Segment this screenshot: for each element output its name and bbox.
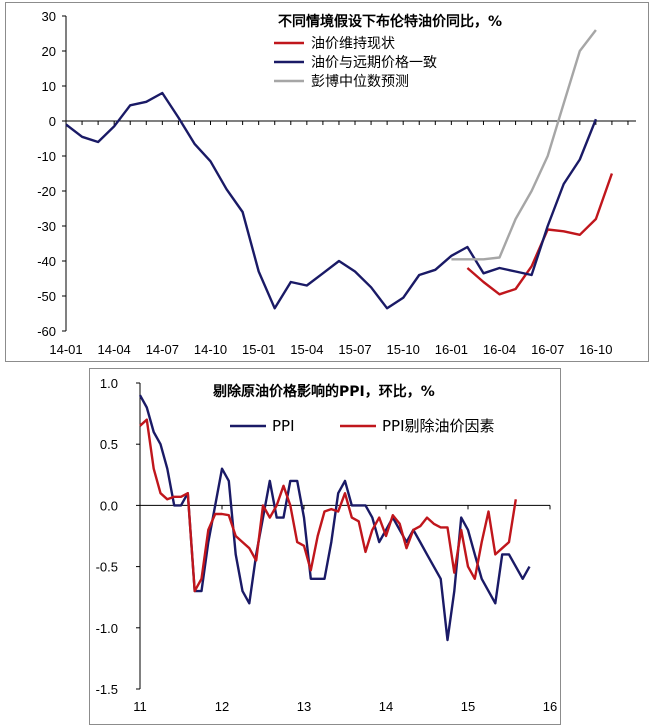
legend-label-1: PPI xyxy=(272,417,295,435)
x-tick-label: 14-01 xyxy=(49,342,82,357)
x-tick-label: 12 xyxy=(215,699,229,714)
x-tick-label: 15 xyxy=(461,699,475,714)
x-tick-label: 14-07 xyxy=(146,342,179,357)
chart-panel-oil-price: 30 20 10 0 -10 -20 -30 -40 -50 -60 14-01 14-04 14-07… xyxy=(5,2,649,362)
x-tick-label: 16-01 xyxy=(435,342,468,357)
x-tick-label: 16-07 xyxy=(531,342,564,357)
y-tick-label: 1.0 xyxy=(100,376,118,391)
y-tick-label: -1.0 xyxy=(96,621,118,636)
y-tick-label: -1.5 xyxy=(96,682,118,697)
x-tick-label: 14 xyxy=(379,699,393,714)
y-tick-label: -30 xyxy=(37,219,56,234)
y-tick-label: 0 xyxy=(49,114,56,129)
legend-label-1: 油价维持现状 xyxy=(311,36,395,52)
x-tick-label: 11 xyxy=(133,699,147,714)
legend-label-2: 油价与远期价格一致 xyxy=(311,55,437,71)
legend-label-2: PPI剔除油价因素 xyxy=(382,417,495,435)
y-tick-label: -60 xyxy=(37,324,56,339)
series-line-1 xyxy=(138,394,531,642)
series-line-3 xyxy=(451,29,597,261)
y-tick-label: 0.0 xyxy=(100,498,118,513)
x-tick-label: 15-07 xyxy=(338,342,371,357)
x-tick-label: 14-04 xyxy=(98,342,131,357)
x-tick-label: 16-04 xyxy=(483,342,516,357)
y-tick-label: -0.5 xyxy=(96,560,118,575)
series-line-2 xyxy=(65,91,598,310)
x-tick-label: 15-04 xyxy=(290,342,323,357)
x-tick-label: 15-10 xyxy=(387,342,420,357)
y-tick-label: 30 xyxy=(42,9,56,24)
x-tick-label: 16-10 xyxy=(579,342,612,357)
y-tick-label: -50 xyxy=(37,289,56,304)
series-line-1 xyxy=(466,173,614,296)
y-tick-label: -10 xyxy=(37,149,56,164)
series-line-2 xyxy=(139,418,517,593)
y-tick-label: -20 xyxy=(37,184,56,199)
oil-price-chart: 30 20 10 0 -10 -20 -30 -40 -50 -60 14-01 14-04 14-07… xyxy=(37,9,636,357)
ppi-chart: 1.0 0.5 0.0 -0.5 -1.0 -1.5 11 12 13 14 15 16 剔除原油价格影… xyxy=(96,376,558,714)
x-tick-label: 15-01 xyxy=(242,342,275,357)
x-tick-label: 14-10 xyxy=(194,342,227,357)
chart-panel-ppi: 1.0 0.5 0.0 -0.5 -1.0 -1.5 11 12 13 14 15 16 剔除原油价格影… xyxy=(89,368,561,725)
y-tick-label: 20 xyxy=(42,44,56,59)
y-tick-label: 10 xyxy=(42,79,56,94)
x-tick-label: 16 xyxy=(543,699,557,714)
chart-title: 剔除原油价格影响的PPI，环比，% xyxy=(212,383,435,400)
legend-label-3: 彭博中位数预测 xyxy=(311,73,409,90)
x-tick-label: 13 xyxy=(297,699,311,714)
chart-title: 不同情境假设下布伦特油价同比，% xyxy=(278,13,502,30)
y-tick-label: -40 xyxy=(37,254,56,269)
y-tick-label: 0.5 xyxy=(100,437,118,452)
